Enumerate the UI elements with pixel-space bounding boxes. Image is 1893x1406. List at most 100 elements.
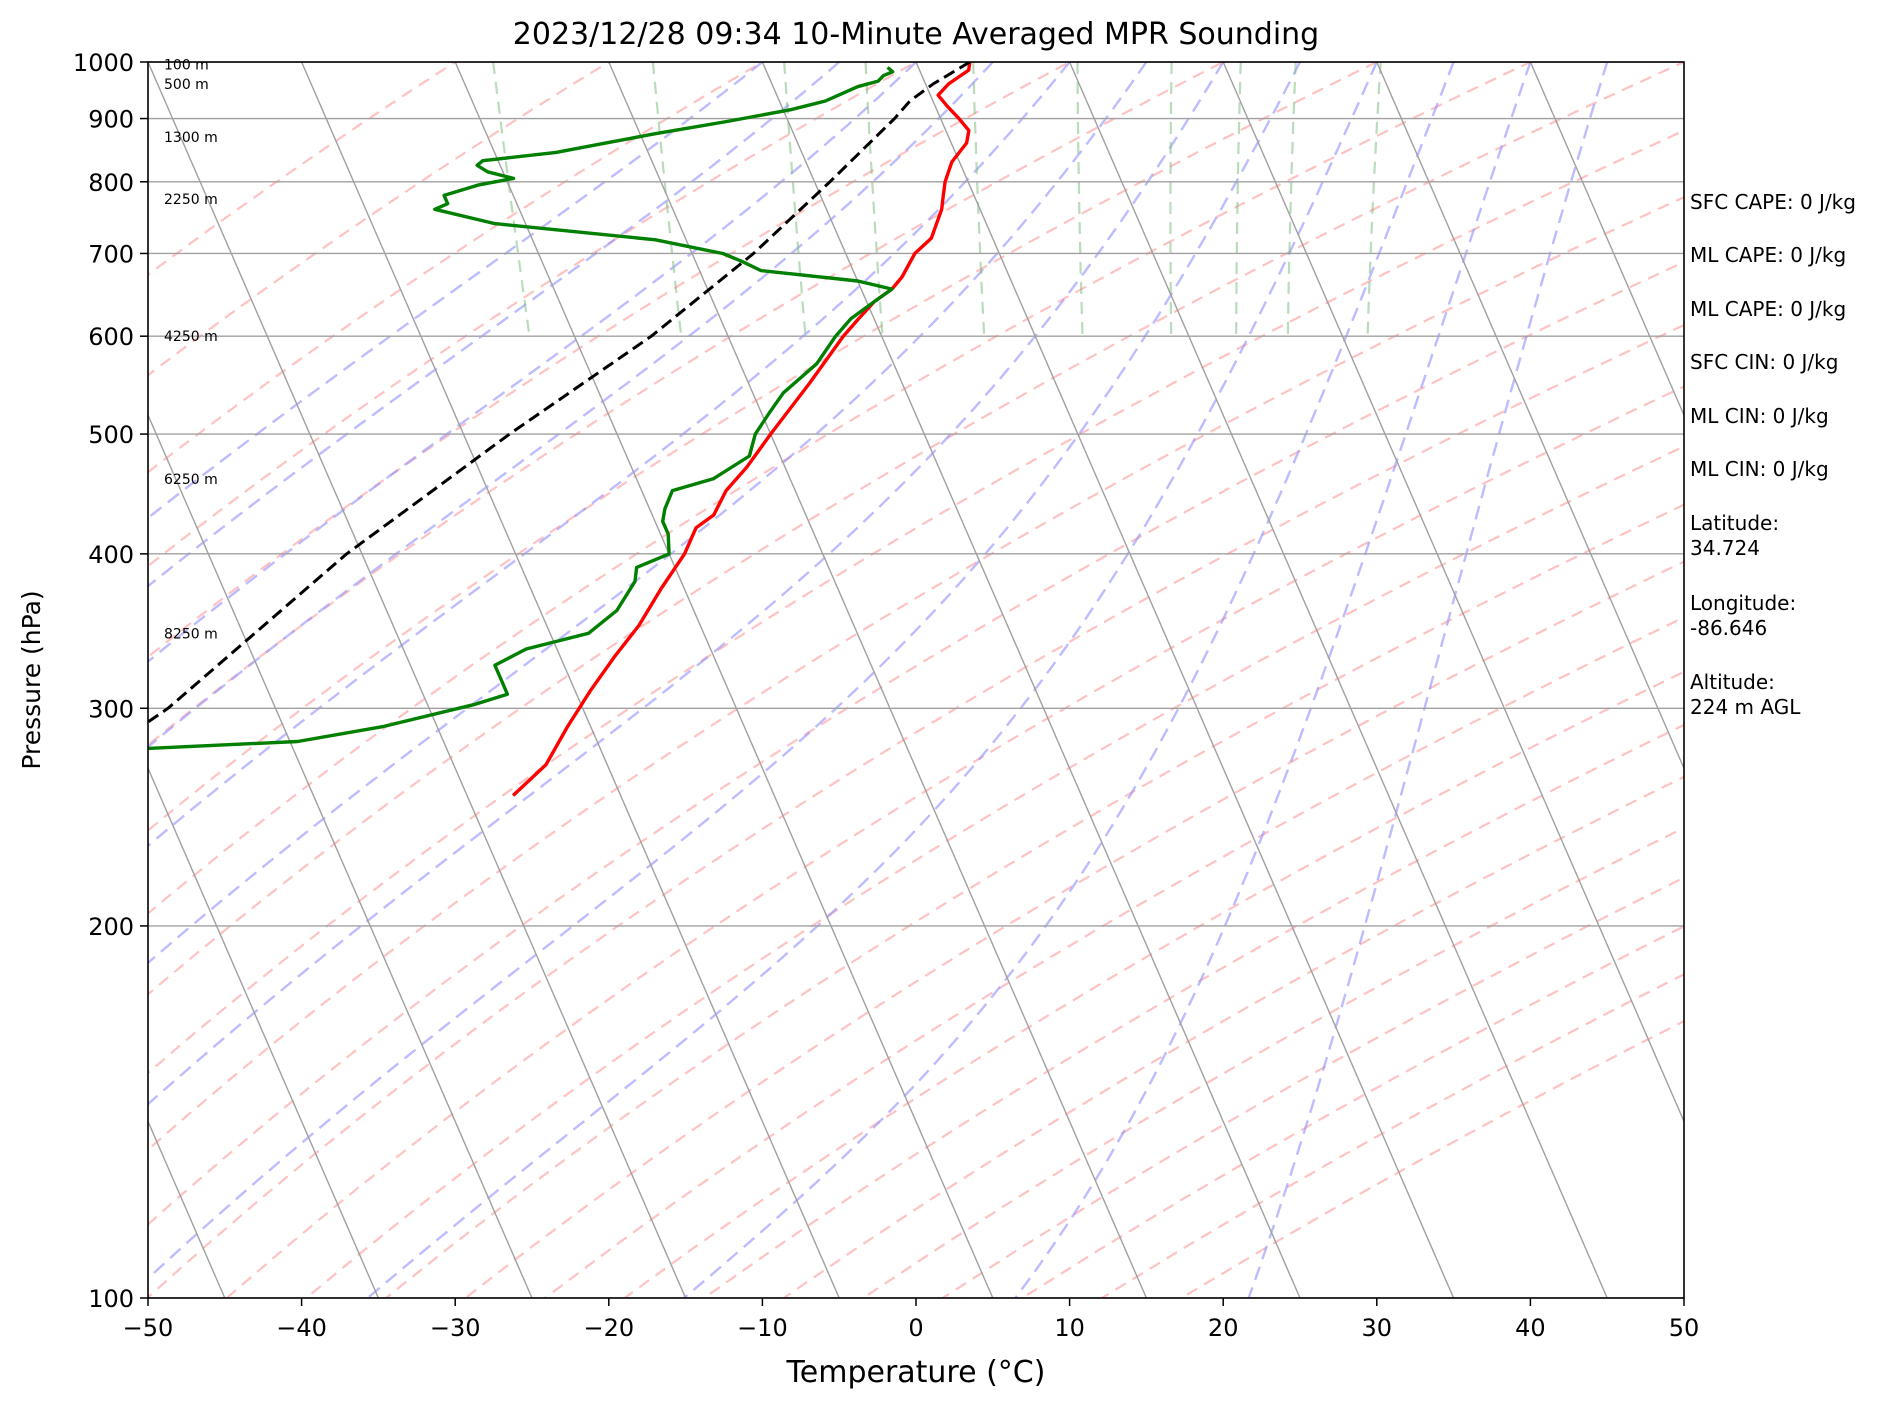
x-tick-label: −20: [583, 1314, 634, 1342]
x-tick-label: −40: [276, 1314, 327, 1342]
dry-adiabat: [148, 129, 1684, 1075]
x-tick-label: 10: [1054, 1314, 1085, 1342]
dry-adiabat: [544, 616, 1684, 1298]
height-label: 500 m: [164, 77, 209, 93]
x-tick-label: −10: [737, 1314, 788, 1342]
moist-adiabat: [148, 62, 917, 663]
info-line: ML CIN: 0 J/kg: [1690, 457, 1829, 481]
moist-adiabat: [148, 62, 994, 749]
y-tick-label: 400: [88, 541, 134, 569]
isotherm: [1068, 62, 1608, 1298]
mixing-ratio-line: [1366, 62, 1382, 337]
moist-adiabat: [148, 62, 1071, 848]
isotherm: [148, 766, 380, 1298]
dry-adiabat: [148, 62, 1684, 996]
info-line: Latitude: 34.724: [1690, 511, 1780, 560]
moist-adiabat: [366, 62, 1378, 1298]
mixing-ratio-line: [864, 62, 884, 337]
dry-adiabat: [862, 826, 1684, 1298]
moist-adiabat: [1247, 62, 1609, 1298]
y-tick-label: 200: [88, 913, 134, 941]
dry-adiabat: [1101, 973, 1684, 1298]
isotherm: [148, 413, 533, 1298]
info-line: SFC CIN: 0 J/kg: [1690, 350, 1839, 374]
dry-adiabat: [148, 323, 1684, 1298]
series-layer: [148, 62, 972, 797]
background-lines: [148, 62, 1684, 1298]
y-tick-label: 600: [88, 323, 134, 351]
moist-adiabat: [148, 62, 1302, 1281]
x-tick-label: 20: [1208, 1314, 1239, 1342]
height-label: 6250 m: [164, 472, 218, 488]
dry-adiabat: [148, 62, 611, 377]
y-tick-label: 900: [88, 106, 134, 134]
y-axis-label: Pressure (hPa): [17, 590, 46, 769]
mixing-ratio-line: [1076, 62, 1084, 337]
dry-adiabat: [226, 385, 1684, 1298]
mixing-ratio-line: [783, 62, 807, 337]
isotherm: [1376, 62, 1684, 771]
isotherm: [1222, 62, 1684, 1124]
height-label: 2250 m: [164, 192, 218, 208]
height-label: 4250 m: [164, 329, 218, 345]
dry-adiabat: [148, 196, 1684, 1152]
plot-frame: [147, 61, 1685, 1299]
y-tick-label: 1000: [73, 49, 134, 77]
x-tick-label: −50: [123, 1314, 174, 1342]
x-tick-label: 50: [1669, 1314, 1700, 1342]
mixing-ratio-line: [492, 62, 531, 337]
dry-adiabat: [464, 560, 1684, 1298]
info-line: ML CAPE: 0 J/kg: [1690, 243, 1847, 267]
mixing-ratio-line: [972, 62, 986, 337]
info-line: Altitude: 224 m AGL: [1690, 670, 1801, 719]
y-tick-label: 500: [88, 421, 134, 449]
moist-adiabat: [148, 62, 1148, 965]
dry-adiabat: [623, 670, 1684, 1298]
moist-adiabat: [148, 62, 764, 520]
dry-adiabat: [148, 62, 1226, 747]
dry-adiabat: [703, 723, 1684, 1298]
moist-adiabat: [148, 62, 840, 588]
y-tick-label: 800: [88, 169, 134, 197]
dry-adiabat: [148, 62, 1534, 915]
isotherm: [148, 62, 687, 1298]
mixing-ratio-line: [1235, 62, 1242, 337]
parcel-path-line: [148, 62, 971, 724]
moist-adiabat: [683, 62, 1455, 1298]
dry-adiabat: [148, 62, 919, 568]
dry-adiabat: [148, 62, 458, 277]
x-axis-ticks: −50 −40 −30 −20 −10 0 10 20 30 40 50: [123, 1298, 1700, 1342]
y-tick-label: 100: [88, 1285, 134, 1313]
x-tick-label: 40: [1515, 1314, 1546, 1342]
dry-adiabat: [148, 62, 765, 474]
isotherm: [915, 62, 1455, 1298]
y-tick-label: 700: [88, 240, 134, 268]
y-axis-ticks: 100 200 300 400 500 600 700 800 900 1000: [73, 49, 148, 1313]
y-tick-label: 300: [88, 695, 134, 723]
height-label: 100 m: [164, 58, 209, 74]
dry-adiabat: [942, 876, 1684, 1298]
dry-adiabat: [1180, 1019, 1684, 1298]
dry-adiabat: [148, 260, 1684, 1226]
dry-adiabat: [1021, 925, 1684, 1298]
isotherm: [300, 62, 840, 1298]
height-label: 8250 m: [164, 626, 218, 642]
dry-adiabat: [305, 445, 1684, 1298]
isotherm: [761, 62, 1301, 1298]
info-line: Longitude: -86.646: [1690, 591, 1797, 640]
info-line: ML CAPE: 0 J/kg: [1690, 297, 1847, 321]
x-tick-label: −30: [430, 1314, 481, 1342]
x-tick-label: 0: [908, 1314, 923, 1342]
x-tick-label: 30: [1362, 1314, 1393, 1342]
isotherm: [608, 62, 1148, 1298]
mixing-ratio-line: [1286, 62, 1297, 337]
dewpoint-line: [148, 66, 895, 751]
height-label: 1300 m: [164, 130, 218, 146]
dry-adiabat: [148, 62, 1380, 832]
isotherm: [1529, 62, 1684, 417]
moist-adiabat: [1014, 62, 1532, 1298]
info-line: ML CIN: 0 J/kg: [1690, 404, 1829, 428]
chart-title: 2023/12/28 09:34 10-Minute Averaged MPR …: [513, 17, 1319, 52]
height-labels: 8250 m 6250 m 4250 m 2250 m 1300 m 500 m 100 m: [164, 58, 218, 643]
